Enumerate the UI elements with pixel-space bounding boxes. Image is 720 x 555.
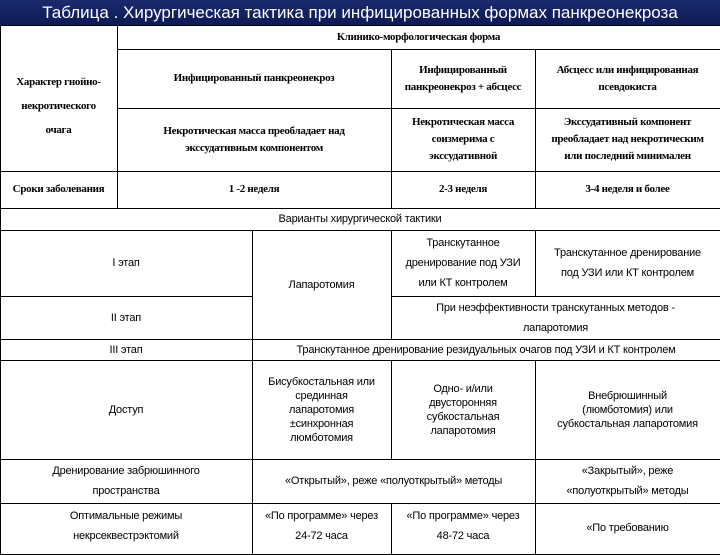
access-2: Одно- и/или двусторонняя субкостальная л… [391, 360, 536, 460]
stage-1-label: I этап [0, 230, 253, 297]
tactics-title: Варианты хирургической тактики [0, 208, 720, 231]
access-label: Доступ [0, 360, 253, 460]
terms-1: 1 -2 неделя [117, 171, 392, 209]
character-2: Некротическая масса соизмерима с экссуда… [391, 108, 536, 172]
modes-2: «По программе» через 48-72 часа [391, 503, 536, 555]
terms-label: Сроки заболевания [0, 171, 118, 209]
access-1: Бисубкостальная или срединная лапаротоми… [252, 360, 392, 460]
drainage-1: «Открытый», реже «полуоткрытый» методы [252, 459, 536, 504]
modes-3: «По требованию [535, 503, 720, 555]
laparotomy: Лапаротомия [252, 230, 392, 340]
slide-title: Таблица . Хирургическая тактика при инфи… [0, 0, 720, 25]
access-3: Внебрюшинный (люмботомия) или субкосталь… [535, 360, 720, 460]
modes-1: «По программе» через 24-72 часа [252, 503, 392, 555]
character-1: Некротическая масса преобладает над эксс… [117, 108, 392, 172]
stage-2-label: II этап [0, 296, 253, 340]
stage-1-transcutaneous-abscess: Транскутанное дренирование под УЗИ или К… [535, 230, 720, 297]
form-3: Абсцесс или инфицированная псевдокиста [535, 49, 720, 109]
terms-2: 2-3 неделя [391, 171, 536, 209]
character-3: Экссудативный компонент преобладает над … [535, 108, 720, 172]
drainage-2: «Закрытый», реже «полуоткрытый» методы [535, 459, 720, 504]
stage-2-text: При неэффективности транскутанных методо… [391, 296, 720, 340]
form-2: Инфицированный панкреонекроз + абсцесс [391, 49, 536, 109]
stage-3-label: III этап [0, 339, 253, 361]
drainage-label: Дренирование забрюшинного пространства [0, 459, 253, 504]
stage-3-text: Транскутанное дренирование резидуальных … [252, 339, 720, 361]
modes-label: Оптимальные режимы некрсеквестрэктомий [0, 503, 253, 555]
form-1: Инфицированный панкреонекроз [117, 49, 392, 109]
row-label-character: Характер гнойно- некротического очага [0, 25, 118, 172]
stage-1-transcutaneous: Транскутанное дренирование под УЗИ или К… [391, 230, 536, 297]
terms-3: 3-4 неделя и более [535, 171, 720, 209]
header-group: Клинико-морфологическая форма [117, 25, 720, 50]
